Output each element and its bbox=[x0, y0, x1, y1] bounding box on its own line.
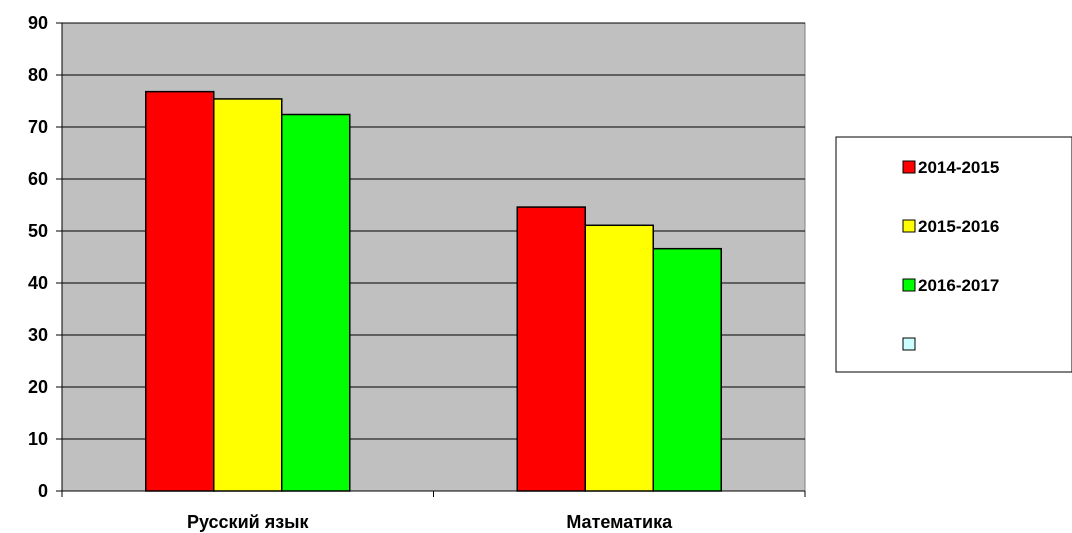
bar bbox=[652, 247, 722, 492]
legend-swatch bbox=[902, 160, 916, 174]
bar bbox=[281, 113, 351, 492]
bar bbox=[213, 98, 283, 492]
legend-swatch bbox=[902, 278, 916, 292]
bar bbox=[516, 206, 586, 492]
legend-label: 2015-2016 bbox=[918, 217, 999, 236]
y-tick-label: 30 bbox=[28, 325, 48, 345]
x-category-label: Математика bbox=[566, 512, 673, 532]
legend-label: 2016-2017 bbox=[918, 276, 999, 295]
legend-box bbox=[835, 136, 1072, 373]
legend-swatch bbox=[902, 219, 916, 233]
y-tick-label: 90 bbox=[28, 13, 48, 33]
bar bbox=[584, 224, 654, 492]
y-tick-label: 40 bbox=[28, 273, 48, 293]
axes bbox=[56, 22, 806, 497]
bars bbox=[145, 90, 722, 492]
y-tick-label: 20 bbox=[28, 377, 48, 397]
y-tick-label: 0 bbox=[38, 481, 48, 501]
y-tick-label: 60 bbox=[28, 169, 48, 189]
legend: 2014-2015 2015-2016 2016-2017 bbox=[835, 136, 1072, 373]
y-tick-label: 70 bbox=[28, 117, 48, 137]
y-tick-label: 50 bbox=[28, 221, 48, 241]
x-category-label: Русский язык bbox=[187, 512, 310, 532]
y-tick-label: 10 bbox=[28, 429, 48, 449]
legend-label: 2014-2015 bbox=[918, 158, 999, 177]
y-tick-label: 80 bbox=[28, 65, 48, 85]
bar bbox=[145, 90, 215, 492]
y-axis-ticks: 0 10 20 30 40 50 60 70 80 90 bbox=[28, 13, 48, 501]
x-axis-categories: Русский язык Математика bbox=[187, 512, 673, 532]
legend-swatch bbox=[902, 337, 916, 351]
